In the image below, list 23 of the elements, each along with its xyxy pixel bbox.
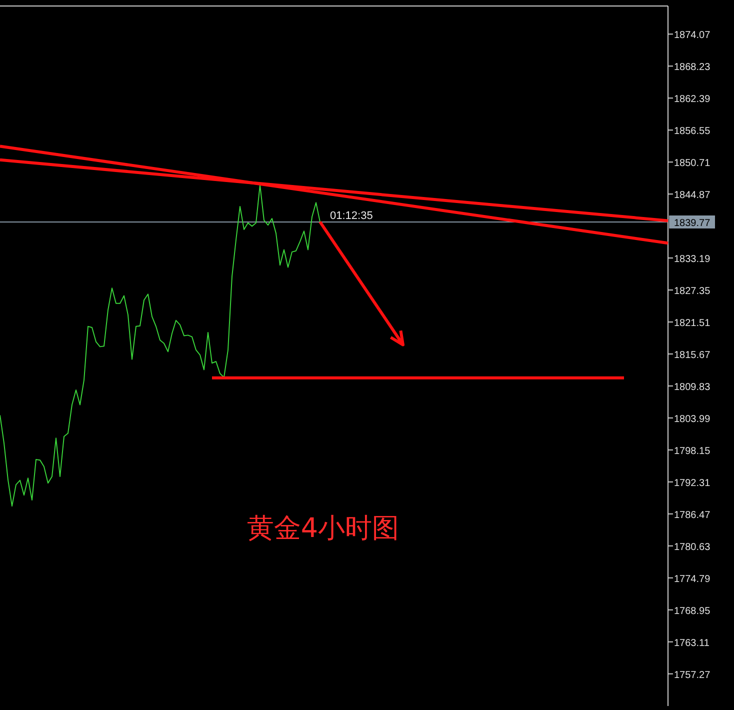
y-tick-label: 1815.67 bbox=[674, 350, 711, 361]
y-tick-label: 1862.39 bbox=[674, 94, 711, 106]
y-tick-label: 1821.51 bbox=[674, 318, 711, 329]
y-tick-label: 1850.71 bbox=[674, 158, 711, 170]
y-tick-label: 1868.23 bbox=[674, 62, 711, 74]
y-tick-label: 1768.95 bbox=[674, 606, 711, 617]
annotation: 01:12:35 bbox=[330, 210, 373, 222]
y-tick-label: 1803.99 bbox=[674, 414, 711, 425]
ref-line-label: 1839.77 bbox=[674, 218, 711, 229]
y-tick-label: 1833.19 bbox=[674, 254, 711, 266]
y-tick-label: 1856.55 bbox=[674, 126, 711, 138]
y-tick-label: 1798.15 bbox=[674, 446, 711, 457]
y-tick-label: 1792.31 bbox=[674, 478, 711, 489]
y-tick-label: 1757.27 bbox=[674, 670, 711, 681]
y-tick-label: 1763.11 bbox=[674, 638, 710, 649]
y-tick-label: 1874.07 bbox=[674, 30, 711, 42]
y-tick-label: 1774.79 bbox=[674, 574, 711, 585]
y-tick-label: 1780.63 bbox=[674, 542, 711, 553]
y-tick-label: 1786.47 bbox=[674, 510, 711, 521]
y-tick-label: 1844.87 bbox=[674, 190, 711, 202]
y-tick-label: 1809.83 bbox=[674, 382, 711, 393]
title: 黄金4小时图 bbox=[246, 513, 400, 544]
y-tick-label: 1827.35 bbox=[674, 286, 711, 297]
